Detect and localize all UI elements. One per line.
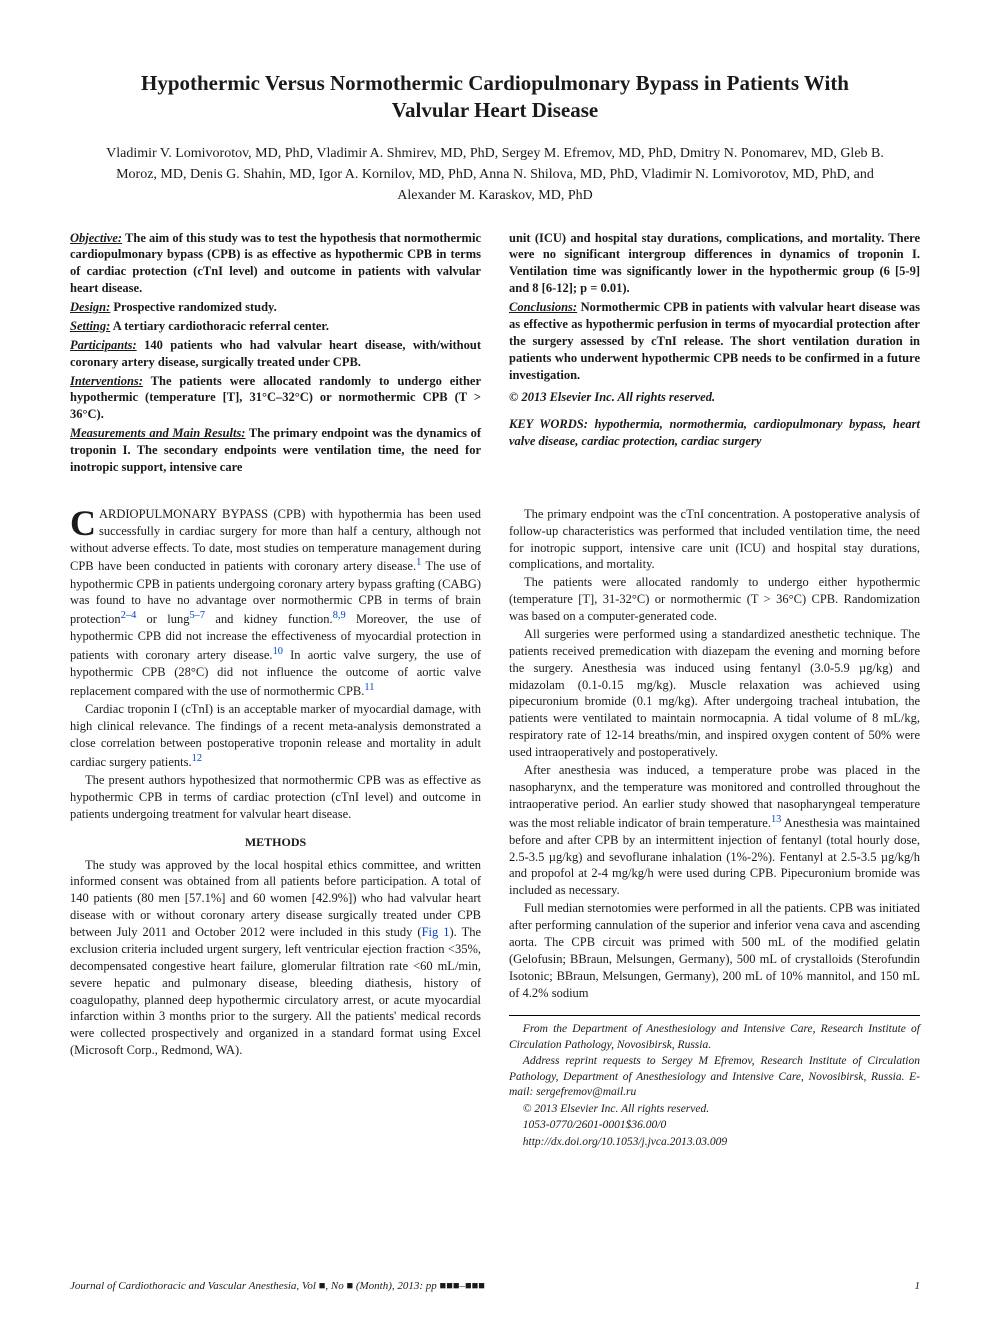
results-cont: unit (ICU) and hospital stay durations, … bbox=[509, 230, 920, 298]
affil-from: From the Department of Anesthesiology an… bbox=[509, 1022, 920, 1053]
keywords: KEY WORDS: hypothermia, normothermia, ca… bbox=[509, 416, 920, 450]
body-right-col: The primary endpoint was the cTnI concen… bbox=[509, 506, 920, 1152]
affil-reprint: Address reprint requests to Sergey M Efr… bbox=[509, 1054, 920, 1101]
conclusions-label: Conclusions: bbox=[509, 300, 577, 314]
affil-issn: 1053-0770/2601-0001$36.00/0 bbox=[509, 1118, 920, 1134]
abstract-right-col: unit (ICU) and hospital stay durations, … bbox=[509, 230, 920, 478]
page-footer: Journal of Cardiothoracic and Vascular A… bbox=[70, 1280, 920, 1292]
methods-r5: Full median sternotomies were performed … bbox=[509, 900, 920, 1001]
methods-r2: The patients were allocated randomly to … bbox=[509, 574, 920, 625]
ref-8-9[interactable]: 8,9 bbox=[333, 610, 346, 621]
article-title: Hypothermic Versus Normothermic Cardiopu… bbox=[70, 70, 920, 125]
ref-13[interactable]: 13 bbox=[771, 814, 781, 825]
design-text: Prospective randomized study. bbox=[110, 300, 276, 314]
participants-label: Participants: bbox=[70, 338, 137, 352]
intro-p3: The present authors hypothesized that no… bbox=[70, 772, 481, 823]
methods-heading: METHODS bbox=[70, 834, 481, 850]
methods-r1: The primary endpoint was the cTnI concen… bbox=[509, 506, 920, 574]
interventions-label: Interventions: bbox=[70, 374, 143, 388]
methods-r3: All surgeries were performed using a sta… bbox=[509, 626, 920, 761]
ref-12[interactable]: 12 bbox=[192, 753, 202, 764]
body-block: CARDIOPULMONARY BYPASS (CPB) with hypoth… bbox=[70, 506, 920, 1152]
fig-1-link[interactable]: Fig 1 bbox=[422, 925, 450, 939]
affiliation-block: From the Department of Anesthesiology an… bbox=[509, 1015, 920, 1150]
abstract-left-col: Objective: The aim of this study was to … bbox=[70, 230, 481, 478]
intro-p1: CARDIOPULMONARY BYPASS (CPB) with hypoth… bbox=[70, 506, 481, 700]
ref-10[interactable]: 10 bbox=[273, 646, 283, 657]
journal-citation: Journal of Cardiothoracic and Vascular A… bbox=[70, 1280, 485, 1292]
author-list: Vladimir V. Lomivorotov, MD, PhD, Vladim… bbox=[70, 143, 920, 206]
affil-doi[interactable]: http://dx.doi.org/10.1053/j.jvca.2013.03… bbox=[509, 1135, 920, 1151]
objective-text: The aim of this study was to test the hy… bbox=[70, 231, 481, 296]
results-label: Measurements and Main Results: bbox=[70, 426, 245, 440]
methods-p1: The study was approved by the local hosp… bbox=[70, 857, 481, 1060]
setting-label: Setting: bbox=[70, 319, 110, 333]
affil-copyright: © 2013 Elsevier Inc. All rights reserved… bbox=[509, 1102, 920, 1118]
objective-label: Objective: bbox=[70, 231, 122, 245]
body-left-col: CARDIOPULMONARY BYPASS (CPB) with hypoth… bbox=[70, 506, 481, 1152]
methods-r4: After anesthesia was induced, a temperat… bbox=[509, 762, 920, 899]
ref-5-7[interactable]: 5–7 bbox=[189, 610, 205, 621]
ref-11[interactable]: 11 bbox=[364, 682, 374, 693]
intro-p2: Cardiac troponin I (cTnI) is an acceptab… bbox=[70, 701, 481, 771]
abstract-block: Objective: The aim of this study was to … bbox=[70, 230, 920, 478]
abstract-copyright: © 2013 Elsevier Inc. All rights reserved… bbox=[509, 389, 920, 406]
page-number: 1 bbox=[915, 1280, 921, 1292]
ref-2-4[interactable]: 2–4 bbox=[121, 610, 137, 621]
setting-text: A tertiary cardiothoracic referral cente… bbox=[110, 319, 329, 333]
design-label: Design: bbox=[70, 300, 110, 314]
